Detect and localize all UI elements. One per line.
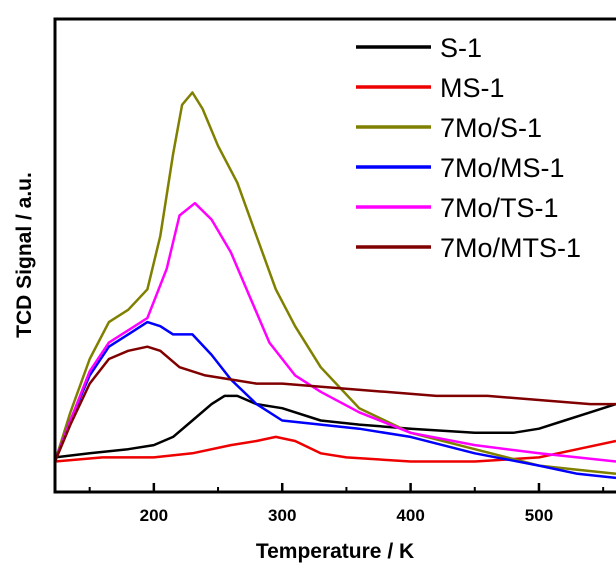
series-line-0: [55, 394, 616, 459]
legend-label-1: MS-1: [440, 73, 505, 103]
series-line-4: [55, 201, 616, 463]
series-line-3: [55, 320, 616, 480]
legend-label-3: 7Mo/MS-1: [440, 153, 565, 183]
series-line-5: [55, 345, 616, 462]
legend-label-4: 7Mo/TS-1: [440, 193, 559, 223]
x-tick-label: 300: [268, 506, 296, 525]
series-line-2: [55, 91, 616, 476]
series-layer: [55, 91, 616, 480]
legend: S-1 MS-1 7Mo/S-1 7Mo/MS-1 7Mo/TS-1 7Mo/MTS-1: [356, 33, 581, 263]
x-tick-label: 200: [140, 506, 168, 525]
x-axis-label: Temperature / K: [256, 540, 414, 563]
legend-label-5: 7Mo/MTS-1: [440, 233, 581, 263]
x-tick-label: 500: [525, 506, 553, 525]
x-tick-label: 400: [396, 506, 424, 525]
x-ticks: 200 300 400 500: [88, 483, 605, 525]
legend-label-2: 7Mo/S-1: [440, 113, 542, 143]
legend-label-0: S-1: [440, 33, 482, 63]
plot-frame: [53, 17, 616, 494]
series-line-1: [55, 435, 616, 463]
y-axis-label: TCD Signal / a.u.: [13, 172, 36, 338]
